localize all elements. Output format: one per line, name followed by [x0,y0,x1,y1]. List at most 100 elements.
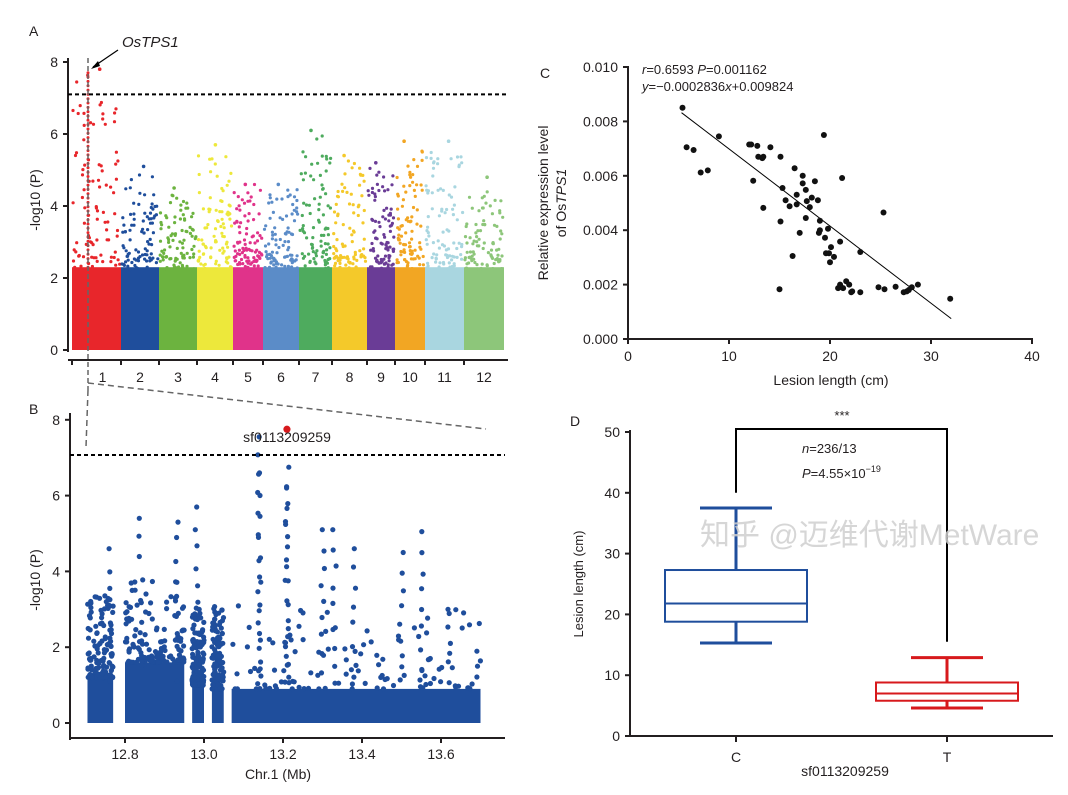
snp-point [113,212,117,216]
snp-point [256,231,260,235]
snp-point [383,262,387,266]
snp-point [370,217,374,221]
snp-point [215,681,221,688]
snp-point [373,198,377,202]
snp-point [293,259,297,263]
snp-point [295,188,299,192]
snp-point [455,218,459,222]
snp-point [332,256,336,260]
snp-point [73,265,77,269]
snp-point [242,201,247,205]
snp-point [80,195,84,200]
data-point [816,217,823,224]
snp-point [257,513,263,519]
snp-point [207,207,211,211]
data-point [767,144,774,151]
snp-point [424,238,428,242]
snp-point [238,208,242,212]
snp-point [303,264,307,268]
snp-point [164,659,170,665]
snp-point [133,627,139,633]
data-point [802,186,809,193]
snp-point [121,230,125,234]
snp-point [124,249,128,253]
correlation-scatter: 0.000 0.002 0.004 0.006 0.008 0.010 0 10 20 30 40 [583,59,1040,364]
snp-point [200,238,204,242]
snp-point [465,241,469,245]
snp-point [320,652,327,658]
snp-point [366,189,370,193]
snp-point [386,188,390,192]
snp-point [324,226,328,230]
snp-point [286,226,290,230]
c-ylabel: Relative expression level [535,126,551,281]
data-point [791,165,798,172]
snp-point [95,643,101,649]
snp-point [118,262,122,266]
snp-point [201,651,207,657]
snp-point [392,235,396,239]
snp-point [446,610,452,617]
snp-point [402,184,406,188]
y-tick-label: 0 [52,715,60,731]
chromosome-label: 8 [346,369,354,385]
snp-point [307,252,311,256]
snp-point [114,150,118,154]
snp-point [355,258,359,262]
snp-point [304,155,308,159]
data-point [796,229,803,236]
snp-point [336,195,340,199]
snp-point [115,228,120,233]
snp-point [232,244,236,248]
snp-point [192,267,196,271]
snp-point [122,223,126,227]
snp-point [498,259,502,263]
snp-point [376,254,380,258]
snp-point [197,249,201,253]
snp-point [252,202,256,207]
snp-point [325,248,329,252]
snp-point [408,170,412,174]
chromosome-label: 7 [312,369,320,385]
peak-point [342,153,346,158]
snp-point [165,266,169,270]
snp-point [128,186,132,190]
snp-point [263,244,268,248]
snp-point [397,238,401,242]
snp-point [268,216,272,220]
snp-point [323,628,329,635]
snp-point [430,207,434,211]
snp-point [296,623,302,629]
snp-point [467,195,472,199]
snp-point [124,187,128,191]
snp-point [368,166,372,170]
snp-point [213,628,219,634]
snp-point [236,241,240,245]
snp-point [285,578,291,584]
snp-point [268,256,272,260]
snp-point [295,266,299,270]
snp-point [315,137,319,141]
snp-point [470,254,474,258]
snp-point [216,644,222,650]
snp-point [477,658,483,664]
snp-point [255,452,261,458]
snp-point [300,637,306,643]
snp-point [242,238,247,242]
snp-point [245,226,249,231]
x-tick-label: 40 [1024,348,1040,364]
y-tick-label: 0 [50,342,58,358]
snp-point [336,189,340,194]
snp-point [387,259,391,263]
snp-point [201,619,207,626]
snp-point [461,610,467,616]
snp-point [145,265,149,269]
data-point [814,197,821,204]
snp-point [399,570,405,576]
snp-point [492,261,496,266]
snp-point [85,635,92,641]
snp-point [210,655,216,661]
snp-point [103,220,107,224]
snp-point [388,213,392,217]
